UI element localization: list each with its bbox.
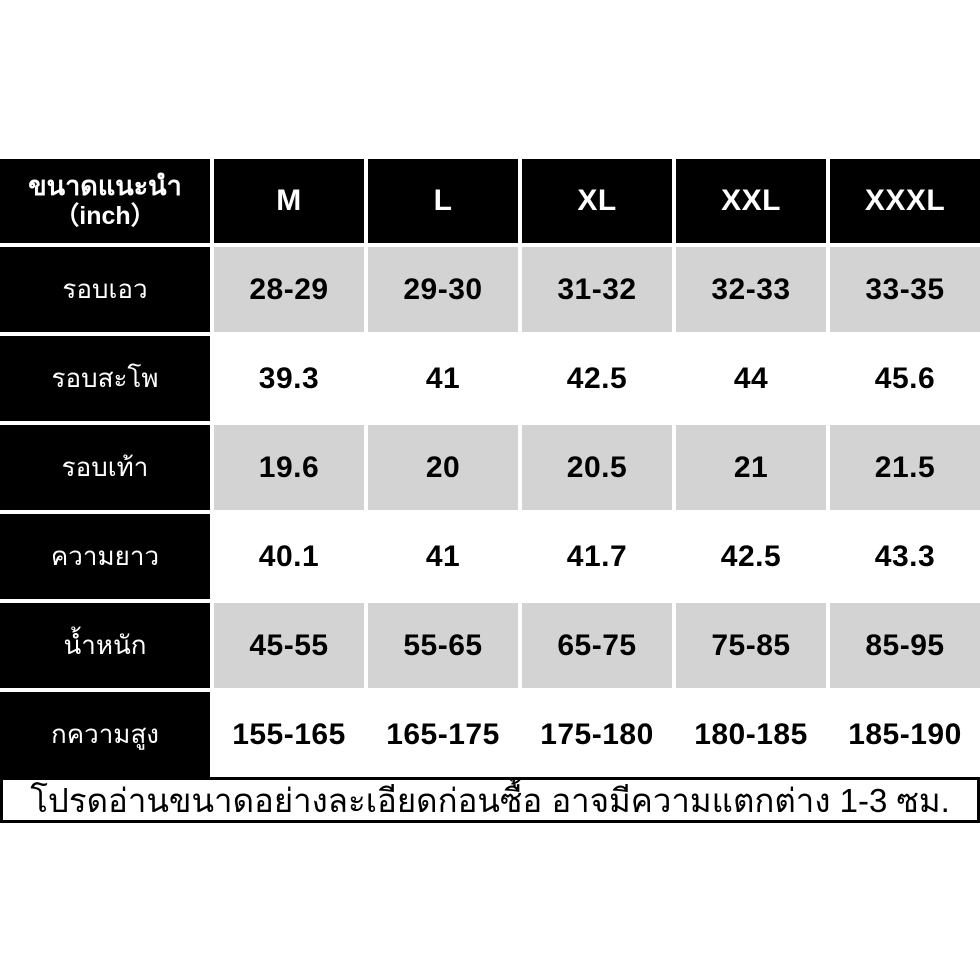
size-notice-bar: โปรดอ่านขนาดอย่างละเอียดก่อนซื้อ อาจมีคว…	[0, 777, 980, 823]
hip-value-xl: 42.5	[522, 336, 672, 421]
weight-value-xxxl: 85-95	[830, 603, 980, 688]
height-value-xxxl: 185-190	[830, 692, 980, 777]
row-label-leg-opening: รอบเท้า	[0, 425, 210, 510]
row-label-height: กความสูง	[0, 692, 210, 777]
row-label-waist: รอบเอว	[0, 247, 210, 332]
length-value-m: 40.1	[214, 514, 364, 599]
leg-opening-value-xxl: 21	[676, 425, 826, 510]
leg-opening-value-xxxl: 21.5	[830, 425, 980, 510]
height-value-l: 165-175	[368, 692, 518, 777]
header-cell-xl: XL	[522, 159, 672, 243]
waist-value-xxl: 32-33	[676, 247, 826, 332]
header-cell-l: L	[368, 159, 518, 243]
hip-value-xxxl: 45.6	[830, 336, 980, 421]
hip-value-l: 41	[368, 336, 518, 421]
header-cell-xxxl: XXXL	[830, 159, 980, 243]
header-cell-size-guide: ขนาดแนะนำ （inch）	[0, 159, 210, 243]
row-label-hip: รอบสะโพ	[0, 336, 210, 421]
leg-opening-value-l: 20	[368, 425, 518, 510]
leg-opening-value-m: 19.6	[214, 425, 364, 510]
weight-value-m: 45-55	[214, 603, 364, 688]
waist-value-m: 28-29	[214, 247, 364, 332]
row-label-weight: น้ำหนัก	[0, 603, 210, 688]
row-label-length: ความยาว	[0, 514, 210, 599]
height-value-xl: 175-180	[522, 692, 672, 777]
length-value-l: 41	[368, 514, 518, 599]
size-guide-title: ขนาดแนะนำ	[28, 171, 182, 202]
waist-value-l: 29-30	[368, 247, 518, 332]
header-cell-xxl: XXL	[676, 159, 826, 243]
hip-value-m: 39.3	[214, 336, 364, 421]
waist-value-xxxl: 33-35	[830, 247, 980, 332]
leg-opening-value-xl: 20.5	[522, 425, 672, 510]
hip-value-xxl: 44	[676, 336, 826, 421]
size-notice-text: โปรดอ่านขนาดอย่างละเอียดก่อนซื้อ อาจมีคว…	[30, 781, 950, 819]
weight-value-xxl: 75-85	[676, 603, 826, 688]
size-chart-table: ขนาดแนะนำ （inch） M L XL XXL XXXL รอบเอว …	[0, 159, 980, 777]
height-value-m: 155-165	[214, 692, 364, 777]
length-value-xxxl: 43.3	[830, 514, 980, 599]
header-cell-m: M	[214, 159, 364, 243]
length-value-xxl: 42.5	[676, 514, 826, 599]
weight-value-xl: 65-75	[522, 603, 672, 688]
weight-value-l: 55-65	[368, 603, 518, 688]
waist-value-xl: 31-32	[522, 247, 672, 332]
height-value-xxl: 180-185	[676, 692, 826, 777]
size-guide-unit: （inch）	[54, 202, 156, 231]
length-value-xl: 41.7	[522, 514, 672, 599]
